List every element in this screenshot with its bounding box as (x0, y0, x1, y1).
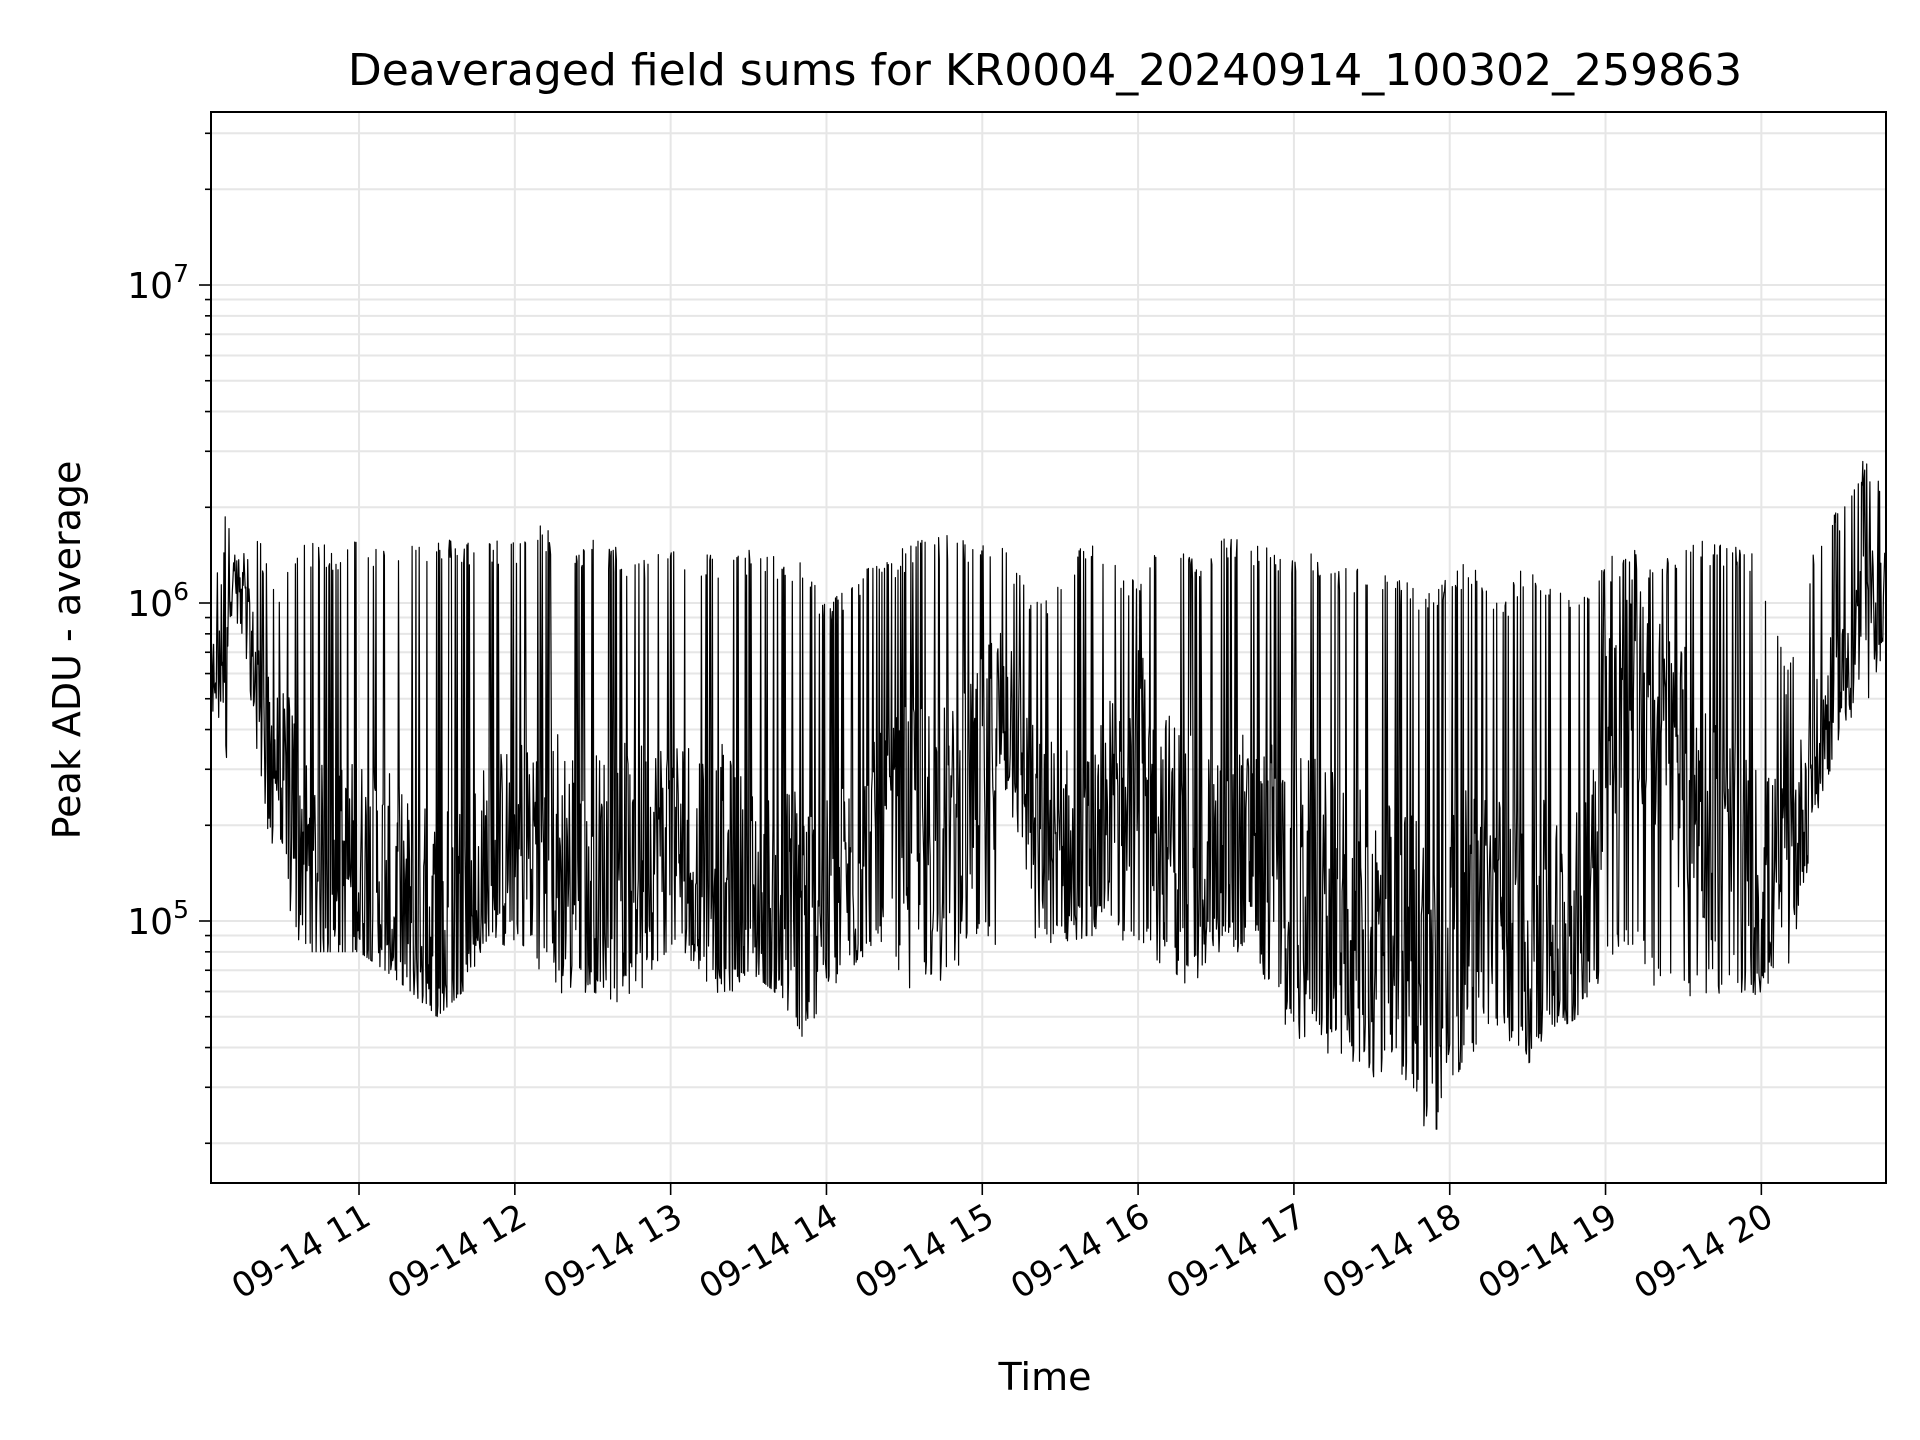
plot-frame (210, 111, 1887, 1184)
y-axis-label: Peak ADU - average (45, 461, 89, 840)
y-tick-label: 105 (127, 895, 189, 943)
series-line (210, 460, 1887, 1130)
series-layer (210, 460, 1887, 1130)
y-tick-label: 106 (127, 577, 189, 625)
x-axis-label: Time (998, 1355, 1092, 1399)
y-tick-label: 107 (127, 259, 189, 307)
chart-title: Deaveraged field sums for KR0004_2024091… (348, 45, 1742, 96)
